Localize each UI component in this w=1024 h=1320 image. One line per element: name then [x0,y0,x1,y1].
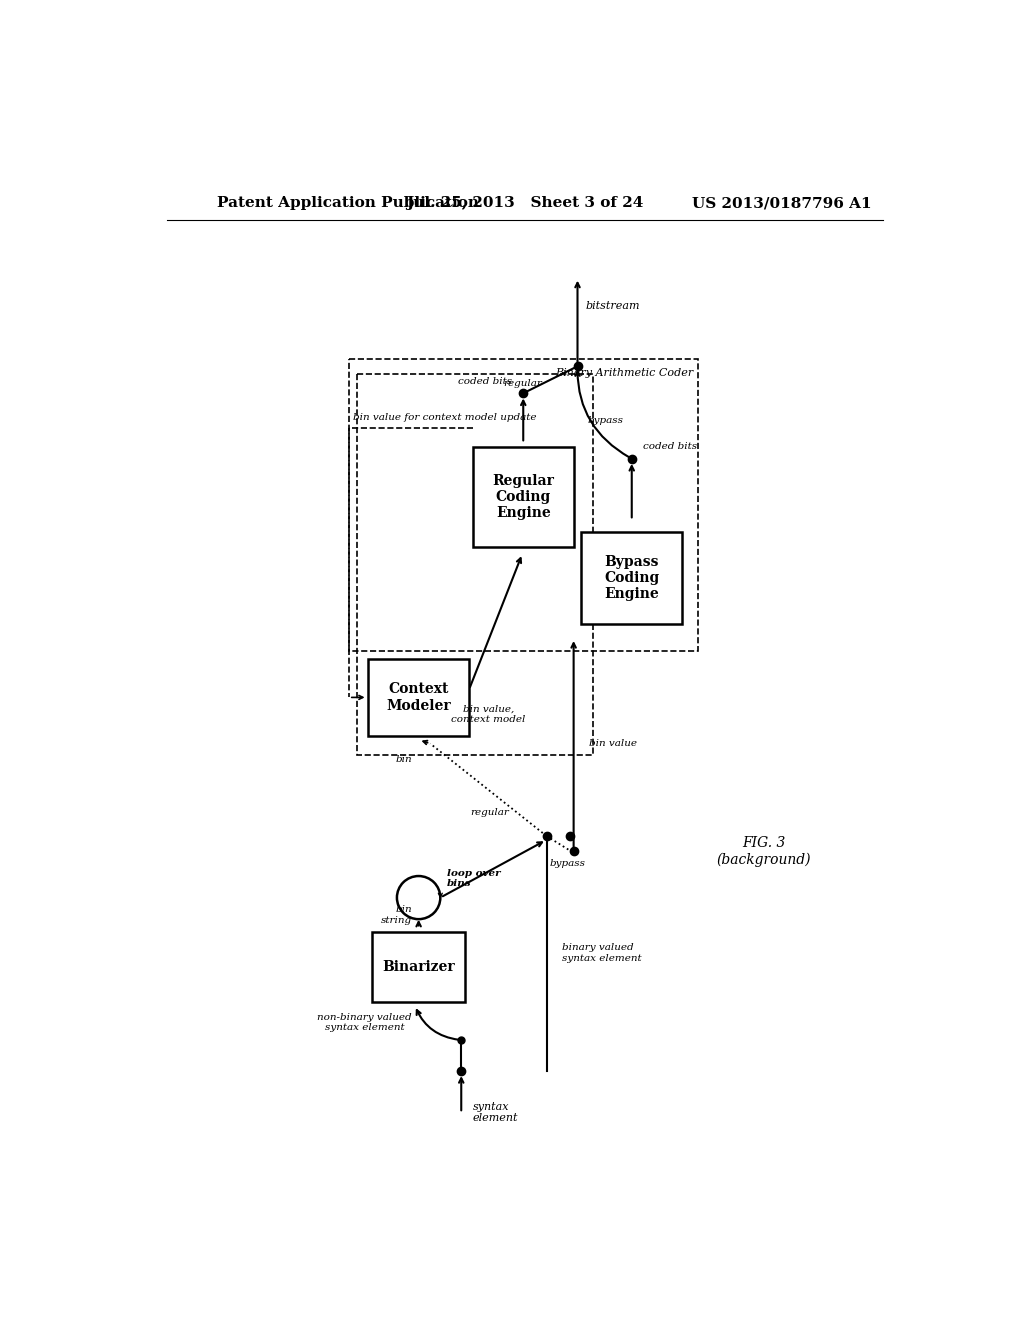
Text: regular: regular [470,808,509,817]
Text: loop over
bins: loop over bins [446,869,500,888]
Text: Jul. 25, 2013   Sheet 3 of 24: Jul. 25, 2013 Sheet 3 of 24 [407,197,643,210]
Text: bin: bin [396,755,413,763]
Text: bin value: bin value [589,739,637,748]
Text: binary valued
syntax element: binary valued syntax element [562,944,642,962]
Text: bitstream: bitstream [586,301,640,310]
Text: Binarizer: Binarizer [382,960,455,974]
Text: bin
string: bin string [381,906,413,925]
FancyBboxPatch shape [372,932,465,1002]
Text: bin value for context model update: bin value for context model update [352,413,537,422]
Text: Regular
Coding
Engine: Regular Coding Engine [493,474,554,520]
Text: coded bits: coded bits [458,376,512,385]
Text: FIG. 3
(background): FIG. 3 (background) [716,836,811,867]
Text: Patent Application Publication: Patent Application Publication [217,197,479,210]
Text: Binary Arithmetic Coder: Binary Arithmetic Coder [555,368,693,378]
Text: Bypass
Coding
Engine: Bypass Coding Engine [604,554,659,601]
FancyBboxPatch shape [473,447,573,548]
Text: bin value,
context model: bin value, context model [452,705,525,725]
Text: Context
Modeler: Context Modeler [386,682,451,713]
Text: syntax
element: syntax element [473,1102,518,1123]
Text: regular: regular [504,379,543,388]
Text: bypass: bypass [550,859,586,869]
Text: US 2013/0187796 A1: US 2013/0187796 A1 [692,197,872,210]
FancyBboxPatch shape [582,532,682,624]
Text: coded bits: coded bits [643,442,697,451]
Text: bypass: bypass [588,416,624,425]
Text: non-binary valued
syntax element: non-binary valued syntax element [317,1012,412,1032]
FancyBboxPatch shape [369,659,469,737]
